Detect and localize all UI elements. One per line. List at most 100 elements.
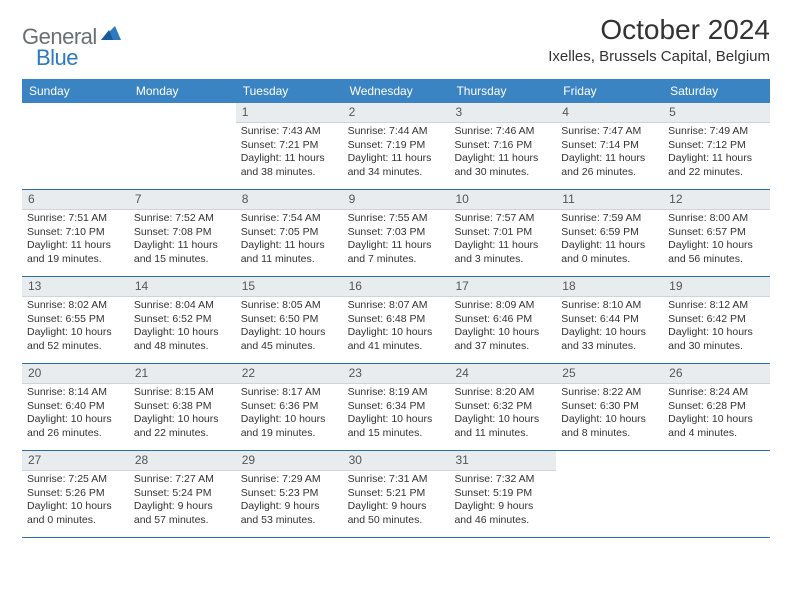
day-cell: 7Sunrise: 7:52 AMSunset: 7:08 PMDaylight… — [129, 190, 236, 276]
sunrise-text: Sunrise: 7:43 AM — [241, 125, 338, 138]
day-number: 18 — [556, 277, 663, 297]
day-cell: 10Sunrise: 7:57 AMSunset: 7:01 PMDayligh… — [449, 190, 556, 276]
location-text: Ixelles, Brussels Capital, Belgium — [548, 48, 770, 65]
day-number: 26 — [663, 364, 770, 384]
sunset-text: Sunset: 7:12 PM — [668, 139, 765, 152]
day-number: 25 — [556, 364, 663, 384]
daylight-text: Daylight: 10 hours and 56 minutes. — [668, 239, 765, 266]
sunset-text: Sunset: 6:42 PM — [668, 313, 765, 326]
sunset-text: Sunset: 7:01 PM — [454, 226, 551, 239]
day-number: 17 — [449, 277, 556, 297]
day-number: 3 — [449, 103, 556, 123]
daylight-text: Daylight: 10 hours and 41 minutes. — [348, 326, 445, 353]
day-number: 28 — [129, 451, 236, 471]
day-cell: 23Sunrise: 8:19 AMSunset: 6:34 PMDayligh… — [343, 364, 450, 450]
day-number: 4 — [556, 103, 663, 123]
sunset-text: Sunset: 6:44 PM — [561, 313, 658, 326]
sunrise-text: Sunrise: 7:32 AM — [454, 473, 551, 486]
day-cell: 26Sunrise: 8:24 AMSunset: 6:28 PMDayligh… — [663, 364, 770, 450]
day-number: 19 — [663, 277, 770, 297]
sunset-text: Sunset: 6:34 PM — [348, 400, 445, 413]
sunset-text: Sunset: 7:19 PM — [348, 139, 445, 152]
day-cell: 24Sunrise: 8:20 AMSunset: 6:32 PMDayligh… — [449, 364, 556, 450]
day-content: Sunrise: 7:59 AMSunset: 6:59 PMDaylight:… — [556, 210, 663, 269]
brand-triangle-icon — [101, 24, 121, 43]
day-number: 22 — [236, 364, 343, 384]
day-cell: 21Sunrise: 8:15 AMSunset: 6:38 PMDayligh… — [129, 364, 236, 450]
daylight-text: Daylight: 10 hours and 19 minutes. — [241, 413, 338, 440]
day-cell: 3Sunrise: 7:46 AMSunset: 7:16 PMDaylight… — [449, 103, 556, 189]
day-content: Sunrise: 8:15 AMSunset: 6:38 PMDaylight:… — [129, 384, 236, 443]
day-cell: 14Sunrise: 8:04 AMSunset: 6:52 PMDayligh… — [129, 277, 236, 363]
day-content: Sunrise: 7:54 AMSunset: 7:05 PMDaylight:… — [236, 210, 343, 269]
brand-name-2: Blue — [36, 45, 78, 71]
sunrise-text: Sunrise: 8:22 AM — [561, 386, 658, 399]
sunrise-text: Sunrise: 7:31 AM — [348, 473, 445, 486]
day-content: Sunrise: 8:24 AMSunset: 6:28 PMDaylight:… — [663, 384, 770, 443]
daylight-text: Daylight: 10 hours and 4 minutes. — [668, 413, 765, 440]
day-content: Sunrise: 7:57 AMSunset: 7:01 PMDaylight:… — [449, 210, 556, 269]
day-number: 12 — [663, 190, 770, 210]
daylight-text: Daylight: 10 hours and 37 minutes. — [454, 326, 551, 353]
day-content: Sunrise: 8:05 AMSunset: 6:50 PMDaylight:… — [236, 297, 343, 356]
day-content: Sunrise: 7:47 AMSunset: 7:14 PMDaylight:… — [556, 123, 663, 182]
day-header-fri: Friday — [556, 79, 663, 103]
day-content: Sunrise: 7:43 AMSunset: 7:21 PMDaylight:… — [236, 123, 343, 182]
week-row: 20Sunrise: 8:14 AMSunset: 6:40 PMDayligh… — [22, 364, 770, 451]
day-cell: 18Sunrise: 8:10 AMSunset: 6:44 PMDayligh… — [556, 277, 663, 363]
day-cell: 22Sunrise: 8:17 AMSunset: 6:36 PMDayligh… — [236, 364, 343, 450]
daylight-text: Daylight: 11 hours and 26 minutes. — [561, 152, 658, 179]
daylight-text: Daylight: 10 hours and 30 minutes. — [668, 326, 765, 353]
sunrise-text: Sunrise: 7:55 AM — [348, 212, 445, 225]
day-content: Sunrise: 8:04 AMSunset: 6:52 PMDaylight:… — [129, 297, 236, 356]
sunset-text: Sunset: 7:10 PM — [27, 226, 124, 239]
day-cell: 4Sunrise: 7:47 AMSunset: 7:14 PMDaylight… — [556, 103, 663, 189]
daylight-text: Daylight: 11 hours and 22 minutes. — [668, 152, 765, 179]
day-cell: 28Sunrise: 7:27 AMSunset: 5:24 PMDayligh… — [129, 451, 236, 537]
sunset-text: Sunset: 6:38 PM — [134, 400, 231, 413]
day-number: 30 — [343, 451, 450, 471]
sunset-text: Sunset: 7:08 PM — [134, 226, 231, 239]
sunrise-text: Sunrise: 8:09 AM — [454, 299, 551, 312]
sunrise-text: Sunrise: 8:24 AM — [668, 386, 765, 399]
day-cell: 5Sunrise: 7:49 AMSunset: 7:12 PMDaylight… — [663, 103, 770, 189]
day-cell: 19Sunrise: 8:12 AMSunset: 6:42 PMDayligh… — [663, 277, 770, 363]
day-number: 5 — [663, 103, 770, 123]
day-number: 16 — [343, 277, 450, 297]
sunset-text: Sunset: 6:48 PM — [348, 313, 445, 326]
day-content: Sunrise: 7:32 AMSunset: 5:19 PMDaylight:… — [449, 471, 556, 530]
sunset-text: Sunset: 5:19 PM — [454, 487, 551, 500]
daylight-text: Daylight: 9 hours and 57 minutes. — [134, 500, 231, 527]
daylight-text: Daylight: 11 hours and 15 minutes. — [134, 239, 231, 266]
sunrise-text: Sunrise: 7:59 AM — [561, 212, 658, 225]
day-cell: 15Sunrise: 8:05 AMSunset: 6:50 PMDayligh… — [236, 277, 343, 363]
day-cell: 27Sunrise: 7:25 AMSunset: 5:26 PMDayligh… — [22, 451, 129, 537]
weeks-container: 1Sunrise: 7:43 AMSunset: 7:21 PMDaylight… — [22, 103, 770, 538]
day-cell — [663, 451, 770, 537]
daylight-text: Daylight: 10 hours and 45 minutes. — [241, 326, 338, 353]
daylight-text: Daylight: 10 hours and 8 minutes. — [561, 413, 658, 440]
sunset-text: Sunset: 6:52 PM — [134, 313, 231, 326]
sunrise-text: Sunrise: 7:27 AM — [134, 473, 231, 486]
daylight-text: Daylight: 10 hours and 22 minutes. — [134, 413, 231, 440]
sunset-text: Sunset: 6:59 PM — [561, 226, 658, 239]
day-number: 10 — [449, 190, 556, 210]
sunset-text: Sunset: 7:14 PM — [561, 139, 658, 152]
daylight-text: Daylight: 10 hours and 48 minutes. — [134, 326, 231, 353]
sunset-text: Sunset: 6:40 PM — [27, 400, 124, 413]
day-cell: 8Sunrise: 7:54 AMSunset: 7:05 PMDaylight… — [236, 190, 343, 276]
day-header-row: Sunday Monday Tuesday Wednesday Thursday… — [22, 79, 770, 103]
day-cell: 6Sunrise: 7:51 AMSunset: 7:10 PMDaylight… — [22, 190, 129, 276]
day-number: 24 — [449, 364, 556, 384]
sunrise-text: Sunrise: 7:57 AM — [454, 212, 551, 225]
day-content: Sunrise: 7:44 AMSunset: 7:19 PMDaylight:… — [343, 123, 450, 182]
day-number: 15 — [236, 277, 343, 297]
sunset-text: Sunset: 7:03 PM — [348, 226, 445, 239]
week-row: 13Sunrise: 8:02 AMSunset: 6:55 PMDayligh… — [22, 277, 770, 364]
sunset-text: Sunset: 5:21 PM — [348, 487, 445, 500]
daylight-text: Daylight: 9 hours and 50 minutes. — [348, 500, 445, 527]
day-number: 11 — [556, 190, 663, 210]
day-cell: 12Sunrise: 8:00 AMSunset: 6:57 PMDayligh… — [663, 190, 770, 276]
day-header-thu: Thursday — [449, 79, 556, 103]
sunset-text: Sunset: 6:32 PM — [454, 400, 551, 413]
